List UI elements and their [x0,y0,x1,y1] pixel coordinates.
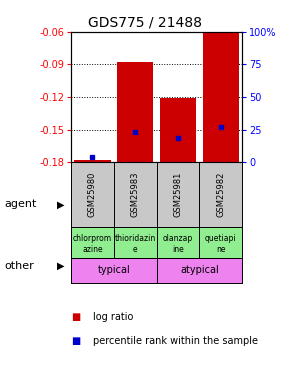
Text: other: other [4,261,34,271]
Text: GDS775 / 21488: GDS775 / 21488 [88,15,202,29]
Text: e: e [133,246,137,255]
Text: olanzap: olanzap [163,234,193,243]
Bar [157,227,200,258]
Text: azine: azine [82,246,103,255]
Text: ■: ■ [71,336,80,346]
Bar [160,98,196,162]
Text: ▶: ▶ [57,261,64,271]
Bar [117,62,153,162]
Text: agent: agent [4,200,37,209]
Text: typical: typical [97,266,130,275]
Text: log ratio: log ratio [93,312,133,322]
Bar [71,227,114,258]
Text: atypical: atypical [180,266,219,275]
Text: thioridazin: thioridazin [115,234,156,243]
Bar [71,258,157,283]
Bar [74,160,110,162]
Text: GSM25982: GSM25982 [216,172,225,217]
Text: quetiapi: quetiapi [205,234,237,243]
Bar [157,258,242,283]
Text: ▶: ▶ [57,200,64,209]
Bar [199,227,242,258]
Text: percentile rank within the sample: percentile rank within the sample [93,336,258,346]
Text: ■: ■ [71,312,80,322]
Text: GSM25980: GSM25980 [88,172,97,217]
Text: ne: ne [216,246,226,255]
Text: GSM25983: GSM25983 [131,172,140,217]
Text: chlorprom: chlorprom [73,234,112,243]
Text: ine: ine [172,246,184,255]
Text: GSM25981: GSM25981 [173,172,182,217]
Bar [114,227,157,258]
Bar [203,32,239,162]
